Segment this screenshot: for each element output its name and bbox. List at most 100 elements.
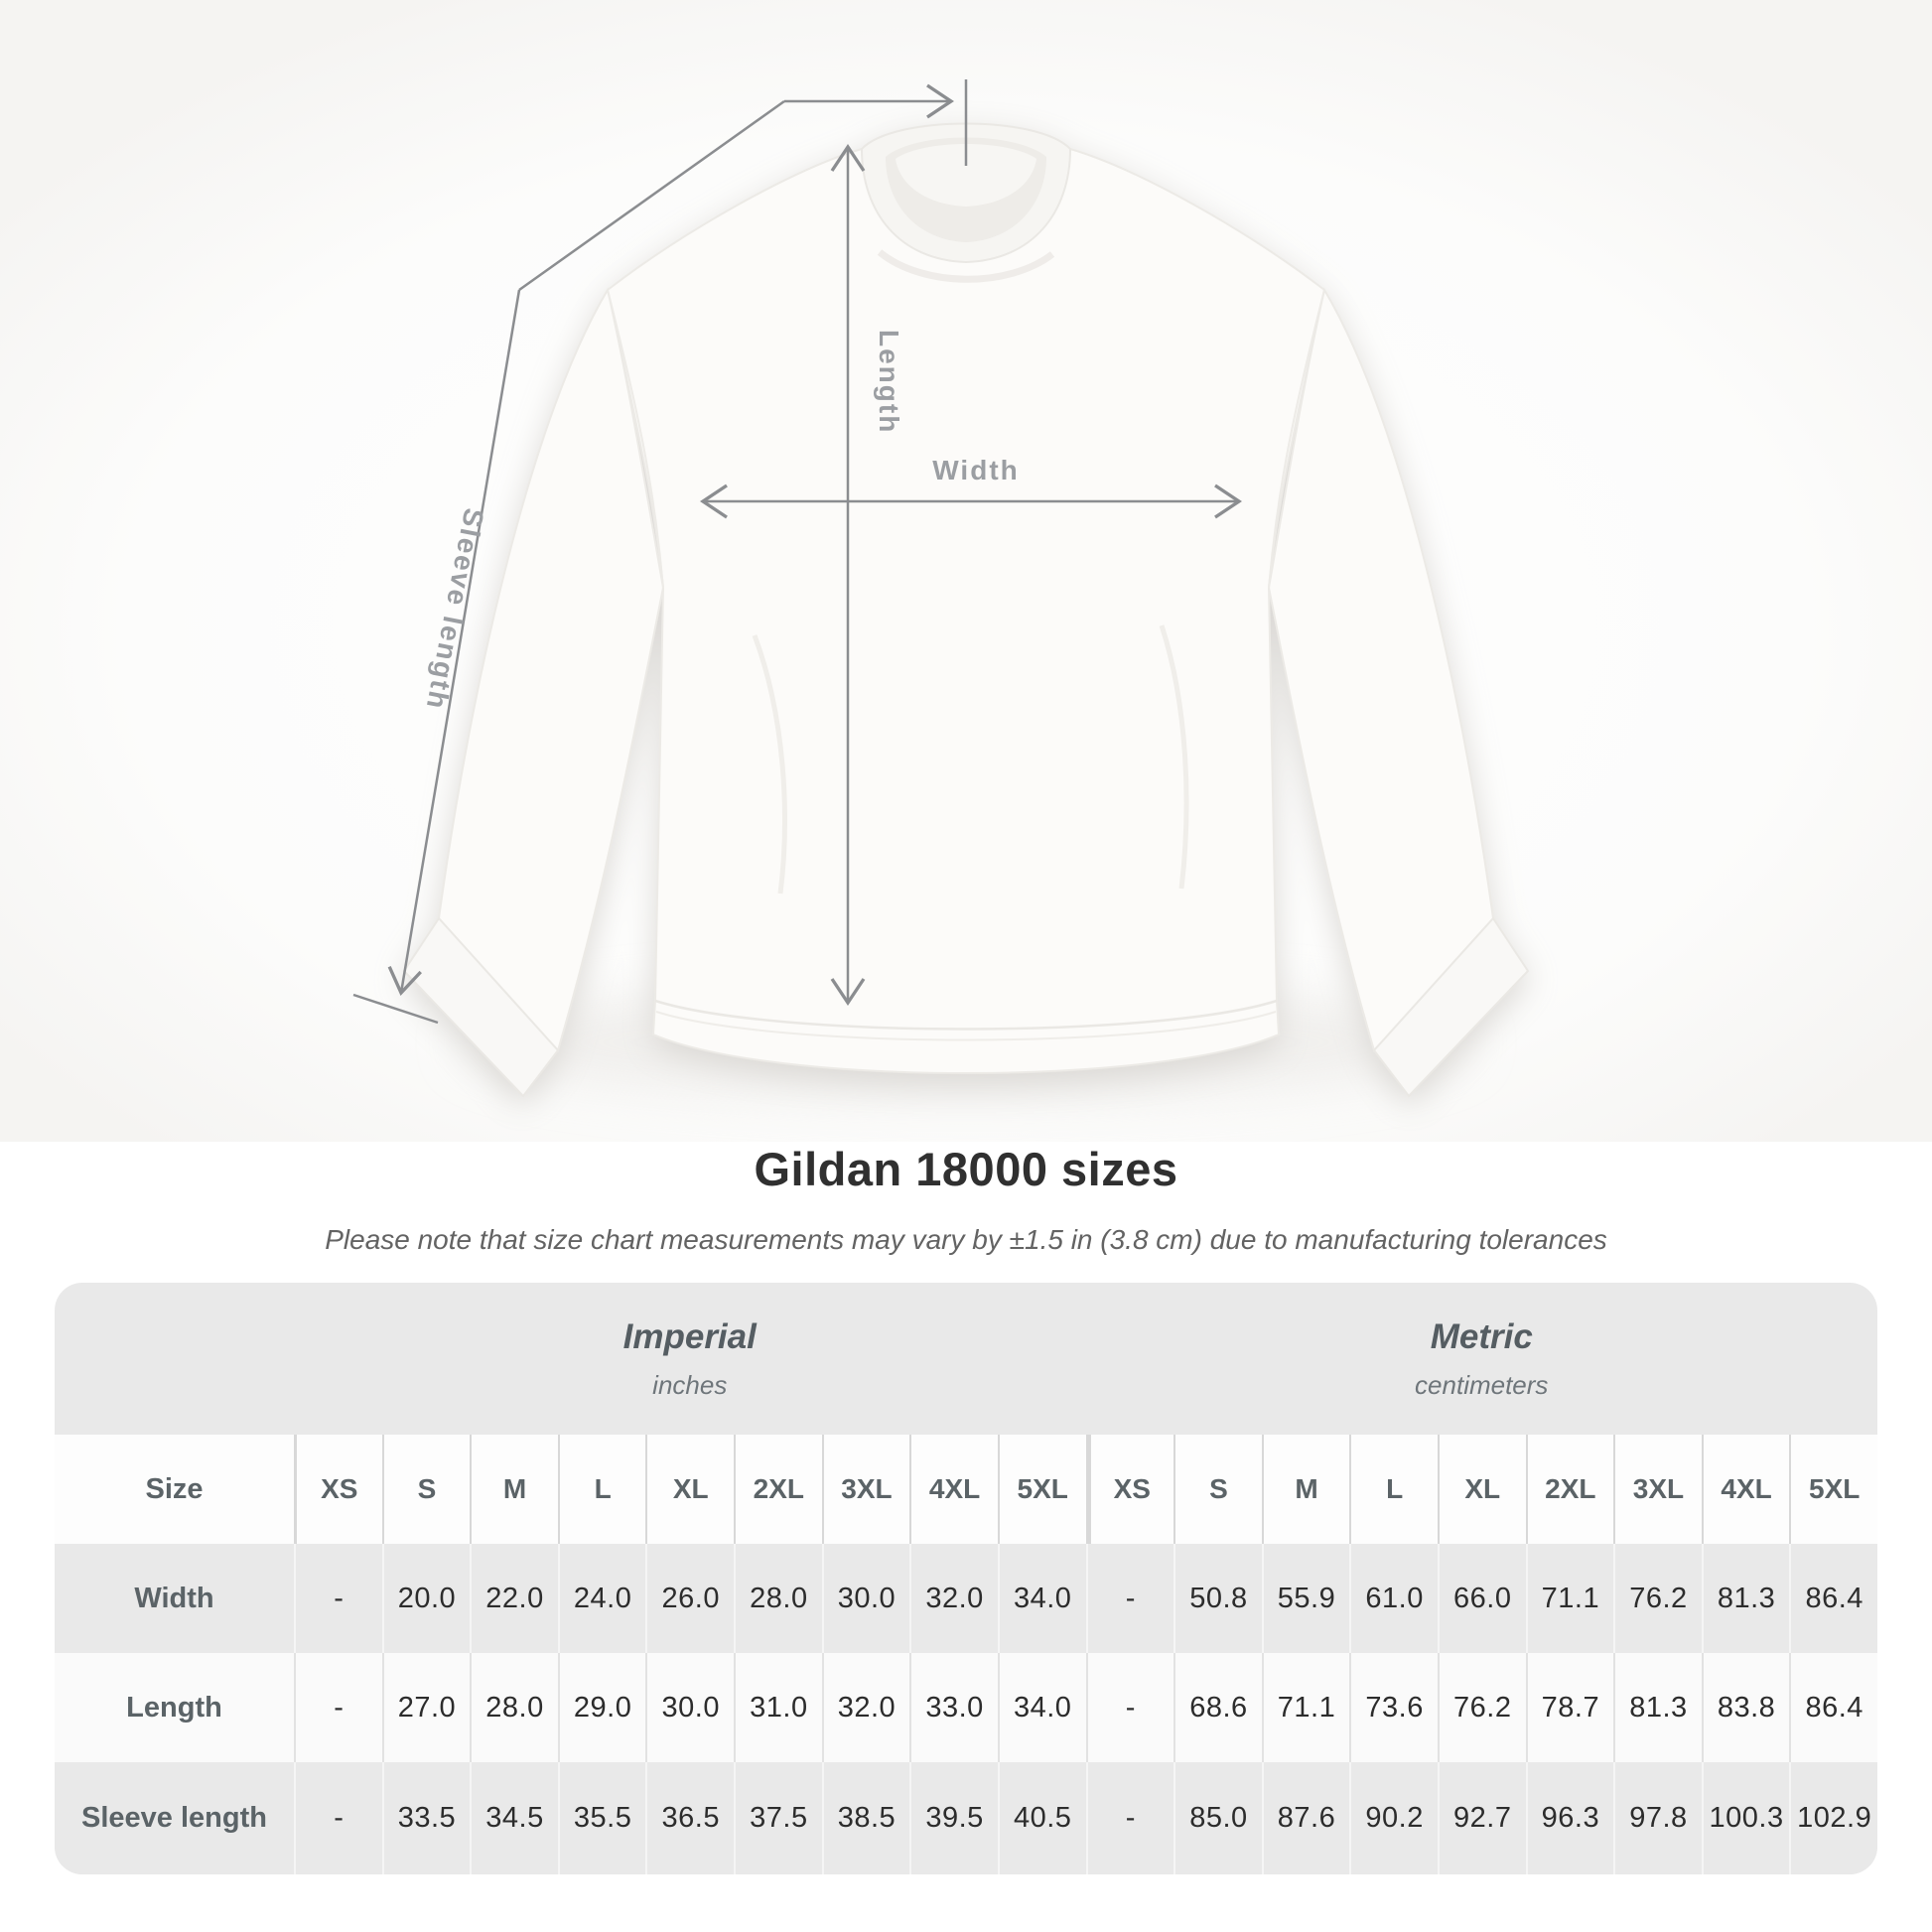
measurement-value: 76.2 <box>1613 1544 1702 1653</box>
unit-group-header: Imperial inches <box>294 1283 1086 1435</box>
measurement-value: 34.0 <box>997 1544 1086 1653</box>
measurement-value: 71.1 <box>1261 1653 1350 1762</box>
size-diagram-figure: Length Width Sleeve length <box>0 0 1932 1142</box>
measurement-value: - <box>294 1653 382 1762</box>
measurement-value: 92.7 <box>1437 1762 1526 1874</box>
measurement-value: 32.0 <box>909 1544 998 1653</box>
column-header: L <box>557 1435 646 1544</box>
measurement-value: 102.9 <box>1789 1762 1877 1874</box>
table-corner-blank <box>55 1283 294 1435</box>
length-label: Length <box>874 330 904 434</box>
tolerance-note: Please note that size chart measurements… <box>325 1224 1607 1255</box>
measurement-value: 28.0 <box>470 1653 558 1762</box>
measurement-value: 27.0 <box>381 1653 471 1762</box>
column-header: M <box>470 1435 558 1544</box>
fabric-fold <box>752 634 787 895</box>
unit-group-subtitle: centimeters <box>1415 1369 1549 1400</box>
measurement-value: 68.6 <box>1173 1653 1262 1762</box>
sleeve-end-tick <box>352 993 439 1025</box>
measurement-value: 34.0 <box>997 1653 1086 1762</box>
measurement-value: 81.3 <box>1701 1544 1790 1653</box>
measurement-value: 24.0 <box>557 1544 646 1653</box>
column-header: M <box>1261 1435 1350 1544</box>
measurement-value: - <box>294 1762 382 1874</box>
measurement-value: 55.9 <box>1261 1544 1350 1653</box>
column-header: L <box>1349 1435 1438 1544</box>
width-label: Width <box>932 455 1020 485</box>
measurement-value: 73.6 <box>1349 1653 1438 1762</box>
left-sleeve <box>437 287 665 1052</box>
measurement-value: 30.0 <box>645 1653 735 1762</box>
column-header: XL <box>645 1435 735 1544</box>
column-header: XL <box>1437 1435 1526 1544</box>
unit-group-title: Metric <box>1430 1316 1533 1356</box>
measurement-value: 34.5 <box>470 1762 558 1874</box>
column-header: 2XL <box>734 1435 822 1544</box>
measurement-arrows <box>352 79 1243 1025</box>
unit-group-title: Imperial <box>622 1316 757 1356</box>
column-header: 3XL <box>821 1435 910 1544</box>
sleeve-measure-extension-line <box>518 99 785 292</box>
measurement-value: 31.0 <box>734 1653 822 1762</box>
column-header-size: Size <box>55 1435 294 1544</box>
measurement-value: 86.4 <box>1789 1544 1877 1653</box>
collar-inner-back <box>896 144 1036 207</box>
measurement-value: 97.8 <box>1613 1762 1702 1874</box>
measurement-value: 38.5 <box>821 1762 910 1874</box>
measurement-value: 36.5 <box>645 1762 735 1874</box>
measurement-value: 66.0 <box>1437 1544 1526 1653</box>
column-header: 4XL <box>1701 1435 1790 1544</box>
measurement-value: - <box>1085 1653 1174 1762</box>
measurement-value: - <box>294 1544 382 1653</box>
row-header: Sleeve length <box>55 1762 294 1874</box>
measurement-value: 76.2 <box>1437 1653 1526 1762</box>
measurement-value: 87.6 <box>1261 1762 1350 1874</box>
size-chart-table: Imperial inches Metric centimeters Size XS S M L… <box>55 1283 1877 1874</box>
measurement-value: 40.5 <box>997 1762 1086 1874</box>
hem-stitch <box>655 1011 1277 1041</box>
measurement-value: 26.0 <box>645 1544 735 1653</box>
measurement-value: 83.8 <box>1701 1653 1790 1762</box>
hem-seam <box>654 999 1278 1031</box>
measurement-value: 32.0 <box>821 1653 910 1762</box>
measurement-value: 33.5 <box>381 1762 471 1874</box>
measurement-value: 85.0 <box>1173 1762 1262 1874</box>
measurement-value: 22.0 <box>470 1544 558 1653</box>
measurement-value: 81.3 <box>1613 1653 1702 1762</box>
sleeve-length-arrow <box>387 289 521 996</box>
left-cuff <box>402 916 560 1098</box>
column-header: 5XL <box>1789 1435 1877 1544</box>
measurement-value: 86.4 <box>1789 1653 1877 1762</box>
unit-group-subtitle: inches <box>652 1369 728 1400</box>
measurement-value: 100.3 <box>1701 1762 1790 1874</box>
measurement-value: 37.5 <box>734 1762 822 1874</box>
column-header: 4XL <box>909 1435 998 1544</box>
column-header: S <box>381 1435 471 1544</box>
fabric-fold <box>1159 624 1189 890</box>
column-header: 2XL <box>1525 1435 1614 1544</box>
measurement-value: 33.0 <box>909 1653 998 1762</box>
under-collar-shadow <box>877 249 1055 283</box>
measurement-value: 29.0 <box>557 1653 646 1762</box>
measurement-value: 71.1 <box>1525 1544 1614 1653</box>
measurement-value: 78.7 <box>1525 1653 1614 1762</box>
sweatshirt <box>402 122 1530 1098</box>
measurement-value: 20.0 <box>381 1544 471 1653</box>
measurement-value: 96.3 <box>1525 1762 1614 1874</box>
measurement-value: 28.0 <box>734 1544 822 1653</box>
column-header: 5XL <box>997 1435 1086 1544</box>
left-armhole-seam <box>607 289 664 589</box>
measurement-value: - <box>1085 1544 1174 1653</box>
measurement-value: - <box>1085 1762 1174 1874</box>
column-header: S <box>1173 1435 1262 1544</box>
row-header: Length <box>55 1653 294 1762</box>
sweatshirt-body <box>606 147 1326 1074</box>
column-header: XS <box>294 1435 382 1544</box>
page-title: Gildan 18000 sizes <box>754 1143 1178 1195</box>
right-cuff <box>1372 916 1530 1098</box>
row-header: Width <box>55 1544 294 1653</box>
measurement-value: 90.2 <box>1349 1762 1438 1874</box>
measurement-value: 61.0 <box>1349 1544 1438 1653</box>
size-chart-grid: Imperial inches Metric centimeters Size XS S M L… <box>55 1283 1877 1874</box>
right-sleeve <box>1267 287 1495 1052</box>
